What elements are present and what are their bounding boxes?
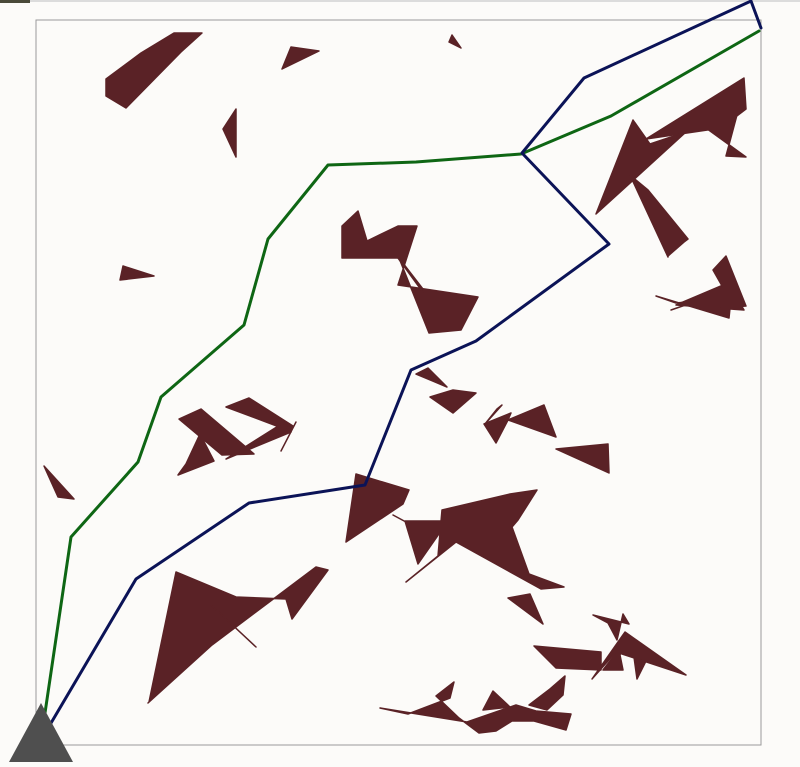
triangle-icon — [9, 703, 73, 762]
obstacle — [712, 255, 747, 308]
obstacle — [345, 473, 410, 543]
obstacle — [555, 443, 610, 474]
obstacle — [43, 465, 75, 500]
obstacle — [177, 433, 215, 476]
obstacle — [178, 408, 255, 456]
obstacle — [341, 210, 479, 334]
map-frame — [35, 19, 762, 746]
obstacle — [415, 367, 448, 388]
navy-path — [39, 0, 763, 742]
obstacle — [595, 119, 687, 215]
obstacle — [397, 257, 427, 294]
obstacle — [483, 412, 512, 444]
obstacle-layer — [43, 32, 747, 734]
obstacle — [404, 520, 449, 565]
obstacle — [405, 489, 565, 590]
obstacle — [507, 404, 557, 438]
obstacle — [448, 34, 462, 49]
window-top-edge — [0, 0, 800, 2]
obstacle — [105, 32, 203, 109]
obstacle — [482, 690, 511, 711]
obstacle — [429, 389, 477, 414]
obstacle — [484, 404, 503, 425]
green-path — [39, 29, 761, 742]
obstacle — [209, 603, 257, 648]
obstacle — [645, 77, 747, 140]
obstacle — [379, 681, 572, 734]
obstacle — [533, 645, 602, 671]
obstacle — [119, 265, 155, 281]
obstacle — [147, 566, 329, 704]
window-corner-mark — [0, 0, 30, 3]
obstacle — [629, 174, 689, 258]
obstacle — [528, 675, 566, 711]
obstacle — [281, 46, 320, 70]
obstacle — [280, 421, 297, 452]
obstacle — [225, 397, 294, 432]
obstacle — [222, 108, 237, 158]
path-layer — [39, 0, 763, 742]
obstacle — [507, 593, 544, 625]
obstacle — [225, 422, 292, 460]
obstacle — [591, 631, 687, 680]
obstacle — [392, 514, 407, 523]
obstacle — [592, 613, 630, 641]
